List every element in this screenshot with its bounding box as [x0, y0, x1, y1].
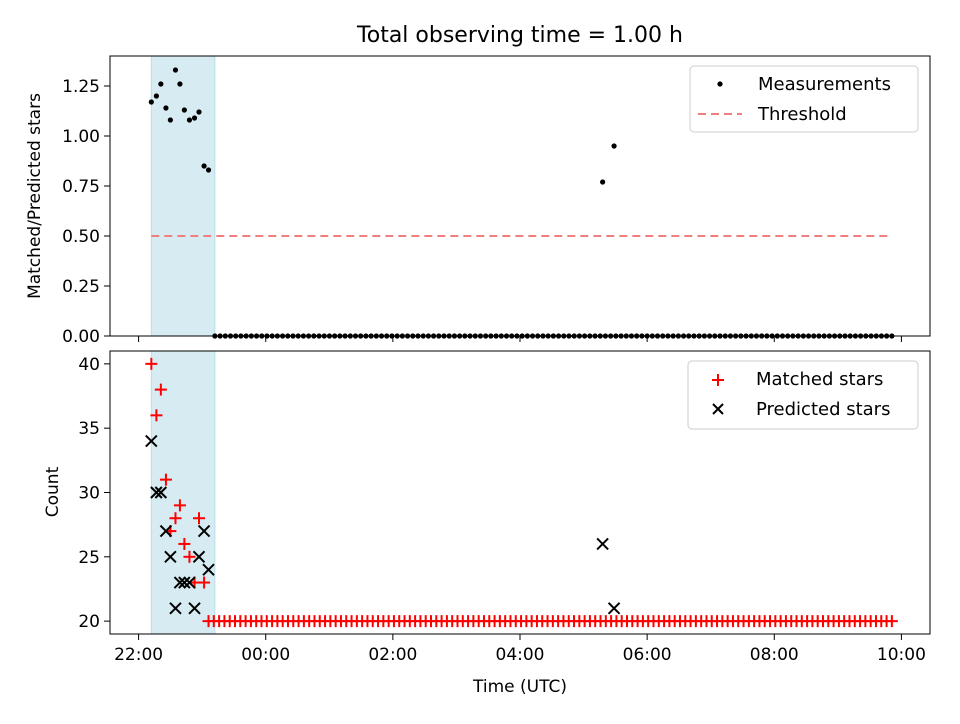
predicted-star-point [188, 602, 201, 615]
y-tick-label: 0.25 [62, 277, 100, 297]
bottom-ylabel: Count [43, 466, 63, 517]
y-tick-label: 0.00 [62, 327, 100, 347]
legend-measurements-label: Measurements [758, 74, 891, 95]
predicted-star-point [159, 524, 173, 538]
measurement-point [177, 81, 183, 87]
y-tick-label: 1.00 [62, 127, 100, 147]
matched-star-point [173, 499, 186, 512]
predicted-star-point [178, 576, 191, 589]
predicted-star-point [154, 486, 168, 499]
predicted-star-point [183, 576, 196, 589]
matched-star-point [145, 357, 158, 370]
measurement-point [181, 107, 187, 113]
predicted-star-point [607, 602, 621, 615]
predicted-star-point [145, 434, 158, 448]
measurement-point [201, 163, 207, 169]
bottom-legend-box [687, 360, 919, 430]
x-tick-label: 10:00 [877, 645, 926, 665]
bottom-xlabel: Time (UTC) [472, 677, 567, 697]
legend-predicted-label: Predicted stars [756, 399, 890, 420]
y-tick-label: 40 [78, 355, 100, 375]
x-tick-label: 00:00 [241, 645, 290, 665]
legend-matched-marker [712, 374, 724, 386]
measurement-point [611, 143, 617, 149]
measurement-point [158, 81, 164, 87]
measurement-point [172, 67, 179, 73]
legend-threshold-label: Threshold [757, 104, 847, 125]
y-tick-label: 1.25 [62, 77, 100, 97]
y-tick-label: 0.50 [62, 227, 100, 247]
matched-star-point [885, 615, 898, 628]
measurement-point [148, 99, 154, 105]
matched-star-point [150, 409, 163, 422]
y-tick-label: 35 [78, 419, 100, 439]
matched-star-point [183, 550, 196, 563]
measurement-point [186, 117, 193, 123]
x-tick-label: 02:00 [368, 645, 417, 665]
x-tick-label: 04:00 [496, 645, 545, 665]
top-legend-box [689, 65, 919, 133]
predicted-star-point [596, 537, 609, 551]
x-tick-label: 06:00 [623, 645, 672, 665]
top-panel: 0.00 0.25 0.50 0.75 1.00 1.25 Total observing… [25, 23, 931, 347]
measurement-point [205, 167, 212, 173]
y-tick-label: 20 [78, 612, 100, 632]
measurement-point [163, 105, 169, 111]
legend-matched-label: Matched stars [756, 369, 883, 390]
predicted-star-point [164, 550, 177, 564]
matched-star-point [178, 537, 191, 550]
bottom-panel: 20 25 30 35 40 22:00 00:00 02:00 04:00 06:00 08:0… [43, 350, 931, 697]
matched-star-point [169, 512, 182, 525]
measurement-point [191, 115, 198, 121]
bottom-legend: Matched stars Predicted stars [687, 360, 919, 430]
measurement-point [167, 117, 173, 123]
measurement-point [600, 179, 606, 185]
predicted-star-point [173, 576, 187, 589]
matched-star-point [159, 473, 172, 486]
y-tick-label: 30 [78, 484, 100, 504]
legend-predicted-marker [712, 403, 724, 415]
y-tick-label: 25 [78, 548, 100, 568]
predicted-star-point [202, 563, 215, 576]
matched-star-point [154, 383, 167, 396]
legend-measurements-marker [717, 81, 723, 87]
predicted-star-point [192, 550, 206, 564]
predicted-star-point [197, 524, 211, 538]
measurement-point [196, 109, 202, 115]
top-title: Total observing time = 1.00 h [356, 23, 683, 48]
top-ylabel: Matched/Predicted stars [25, 93, 45, 299]
top-legend: Measurements Threshold [689, 65, 919, 133]
y-tick-label: 0.75 [62, 177, 100, 197]
predicted-star-point [150, 486, 163, 499]
x-tick-label: 08:00 [750, 645, 799, 665]
x-tick-label: 22:00 [114, 645, 163, 665]
shaded-observing-window [150, 55, 216, 337]
matched-star-point [192, 512, 205, 525]
matched-star-point [198, 576, 211, 589]
predicted-star-point [169, 602, 182, 615]
measurement-point [153, 93, 160, 99]
